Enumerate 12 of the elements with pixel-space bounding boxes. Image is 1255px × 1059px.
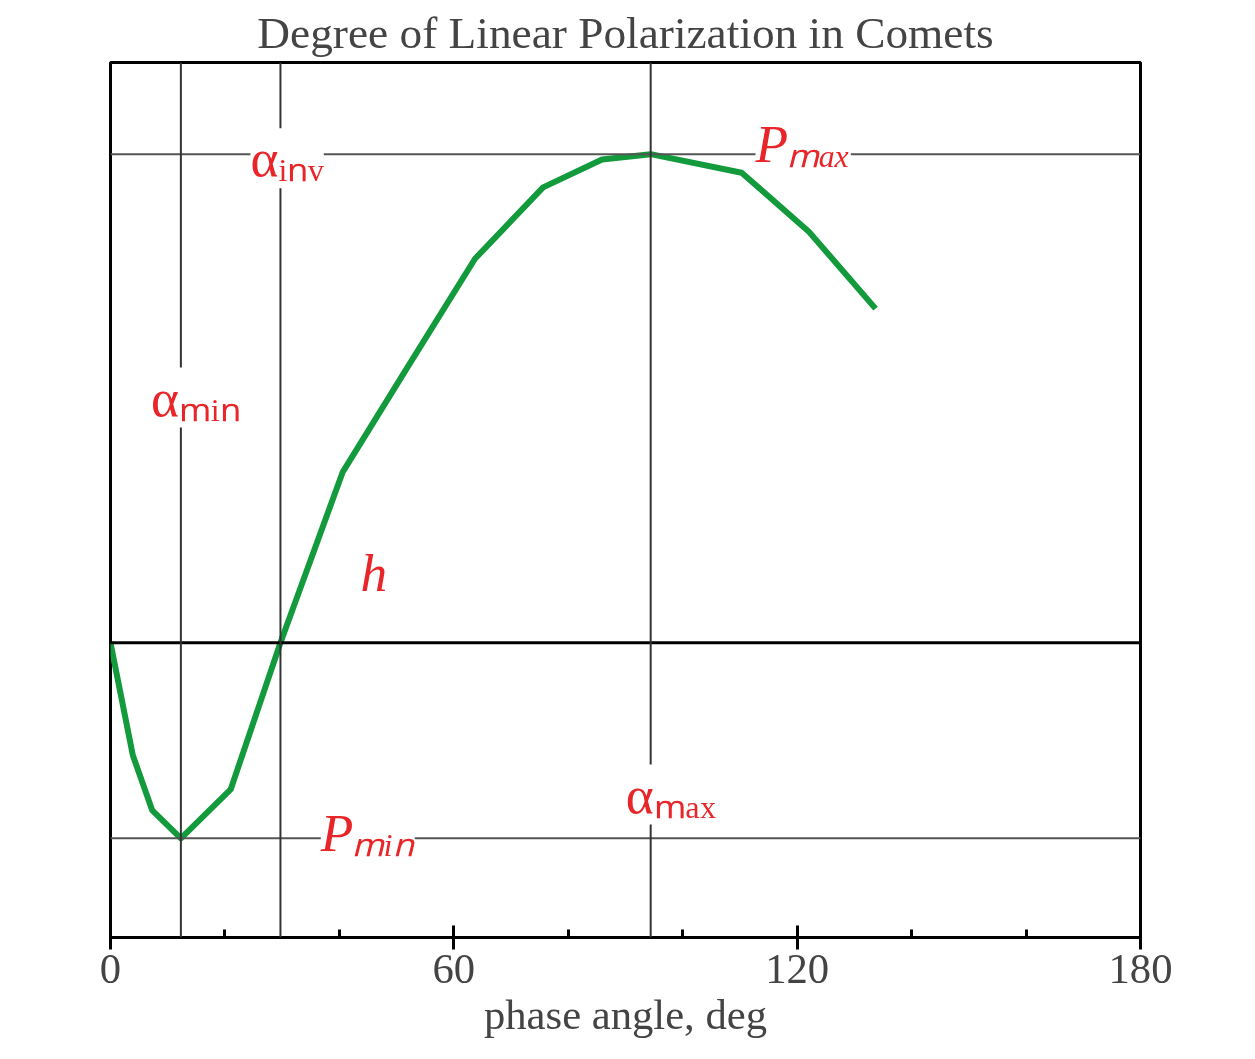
x-axis-title: phase angle, deg bbox=[483, 990, 768, 1038]
chart-title: Degree of Linear Polarization in Comets bbox=[257, 7, 994, 58]
x-tick-label: 180 bbox=[1108, 944, 1173, 992]
x-tick-label: 0 bbox=[99, 944, 122, 992]
ref-line-label: αᵢₙᵥ bbox=[250, 128, 325, 189]
ref-line-label: Pₘᵢₙ bbox=[319, 803, 415, 864]
x-tick-label: 60 bbox=[432, 944, 476, 992]
x-tick-label: 120 bbox=[765, 944, 830, 992]
ref-line-label: Pₘₐₓ bbox=[754, 114, 851, 175]
ref-line-label: αₘₐₓ bbox=[625, 764, 717, 825]
annotation: h bbox=[360, 542, 388, 603]
ref-line-label: αₘᵢₙ bbox=[150, 367, 241, 428]
